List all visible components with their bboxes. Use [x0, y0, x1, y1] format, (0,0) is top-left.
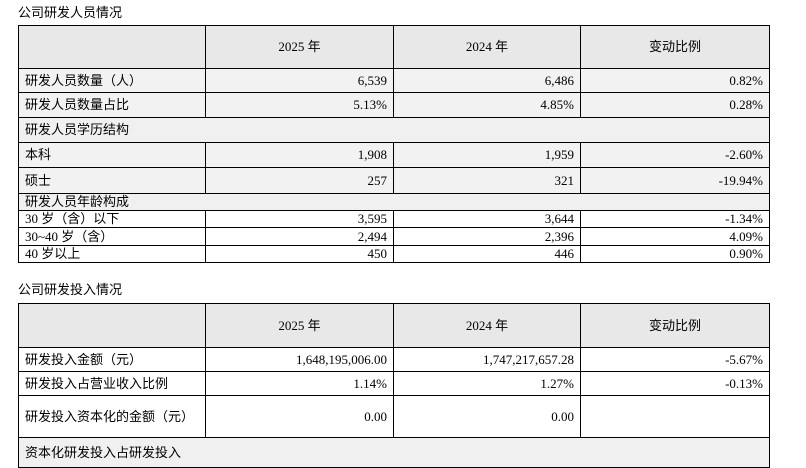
header-cell: 2025 年 [205, 25, 394, 69]
row-label: 40 岁以上 [18, 245, 206, 263]
section-title: 公司研发人员情况 [18, 5, 123, 20]
table-row: 40 岁以上 450 446 0.90% [18, 245, 770, 263]
table-row: 研发人员数量占比 5.13% 4.85% 0.28% [18, 92, 770, 118]
row-label: 研发投入占营业收入比例 [18, 371, 206, 396]
row-label: 研发人员学历结构 [18, 117, 770, 143]
row-label: 研发人员数量占比 [18, 92, 206, 118]
header-cell: 2024 年 [393, 303, 581, 348]
value-cell: -5.67% [580, 347, 770, 372]
table-row: 30 岁（含）以下 3,595 3,644 -1.34% [18, 210, 770, 228]
value-cell: 0.00 [393, 395, 581, 438]
header-cell [18, 303, 206, 348]
value-cell: 1.14% [205, 371, 394, 396]
row-label: 研发投入金额（元） [18, 347, 206, 372]
header-row: 2025 年 2024 年变动比例 [18, 25, 770, 69]
table-row: 研发人员数量（人） 6,539 6,486 0.82% [18, 68, 770, 93]
value-cell: 1,747,217,657.28 [393, 347, 581, 372]
value-cell: 4.85% [393, 92, 581, 118]
row-label: 30 岁（含）以下 [18, 210, 206, 228]
value-cell: 1.27% [393, 371, 581, 396]
value-cell: 0.82% [580, 68, 770, 93]
header-row: 2025 年 2024 年变动比例 [18, 303, 770, 348]
row-label: 本科 [18, 142, 206, 168]
row-label: 资本化研发投入占研发投入 [18, 437, 770, 468]
row-label: 研发投入资本化的金额（元） [18, 395, 206, 438]
value-cell: 1,959 [393, 142, 581, 168]
value-cell: 450 [205, 245, 394, 263]
row-label: 硕士 [18, 167, 206, 194]
value-cell: 1,908 [205, 142, 394, 168]
section-title: 公司研发投入情况 [18, 282, 123, 297]
value-cell: 321 [393, 167, 581, 194]
value-cell: 6,539 [205, 68, 394, 93]
table-row: 研发投入占营业收入比例 1.14% 1.27% -0.13% [18, 371, 770, 396]
table-row: 硕士 257 321 -19.94% [18, 167, 770, 194]
table-row: 资本化研发投入占研发投入 [18, 437, 770, 468]
value-cell: 0.00 [205, 395, 394, 438]
table-row: 研发人员年龄构成 [18, 193, 770, 211]
value-cell: 2,494 [205, 227, 394, 246]
header-cell: 2025 年 [205, 303, 394, 348]
table-row: 30~40 岁（含） 2,494 2,396 4.09% [18, 227, 770, 246]
page: 公司研发人员情况 2025 年 2024 年变动比例 研发人员数量（人） 6,539 6,… [18, 5, 770, 468]
value-cell: -1.34% [580, 210, 770, 228]
header-cell: 变动比例 [580, 303, 770, 348]
data-table: 2025 年 2024 年变动比例 研发人员数量（人） 6,539 6,486 0.82%… [18, 25, 770, 263]
value-cell: 446 [393, 245, 581, 263]
table-row: 研发人员学历结构 [18, 117, 770, 143]
header-cell: 变动比例 [580, 25, 770, 69]
value-cell: -2.60% [580, 142, 770, 168]
table-row: 研发投入金额（元） 1,648,195,006.00 1,747,217,657.2… [18, 347, 770, 372]
value-cell: 257 [205, 167, 394, 194]
table-row: 研发投入资本化的金额（元） 0.00 0.00 [18, 395, 770, 438]
value-cell: 1,648,195,006.00 [205, 347, 394, 372]
table-row: 本科 1,908 1,959 -2.60% [18, 142, 770, 168]
value-cell: 5.13% [205, 92, 394, 118]
value-cell [580, 395, 770, 438]
value-cell: 3,595 [205, 210, 394, 228]
data-table: 2025 年 2024 年变动比例 研发投入金额（元） 1,648,195,006.0… [18, 303, 770, 468]
value-cell: 6,486 [393, 68, 581, 93]
value-cell: 0.28% [580, 92, 770, 118]
value-cell: 2,396 [393, 227, 581, 246]
value-cell: 0.90% [580, 245, 770, 263]
row-label: 研发人员年龄构成 [18, 193, 770, 211]
value-cell: 4.09% [580, 227, 770, 246]
value-cell: -0.13% [580, 371, 770, 396]
row-label: 研发人员数量（人） [18, 68, 206, 93]
row-label: 30~40 岁（含） [18, 227, 206, 246]
header-cell [18, 25, 206, 69]
value-cell: 3,644 [393, 210, 581, 228]
header-cell: 2024 年 [393, 25, 581, 69]
value-cell: -19.94% [580, 167, 770, 194]
